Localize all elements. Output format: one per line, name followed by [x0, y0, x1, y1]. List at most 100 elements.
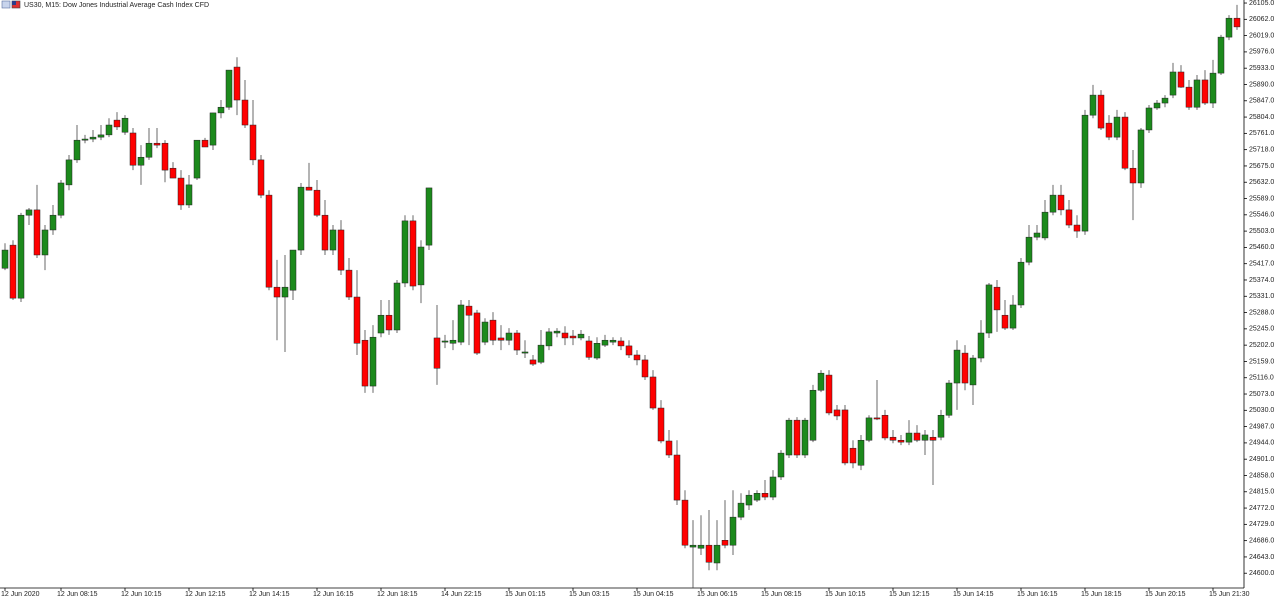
- candle-body: [753, 493, 761, 501]
- candle-body: [513, 332, 521, 351]
- candle-body: [65, 159, 73, 186]
- candle-body: [689, 544, 697, 548]
- flag-canton: [12, 1, 16, 5]
- candle-body: [1, 249, 9, 269]
- y-tick-label: 26105.0: [1249, 0, 1274, 7]
- candle-body: [441, 340, 449, 343]
- candle-body: [577, 333, 585, 339]
- candle-body: [785, 419, 793, 456]
- candle-body: [33, 209, 41, 256]
- y-tick-label: 25675.0: [1249, 163, 1274, 170]
- y-tick-label: 25589.0: [1249, 195, 1274, 202]
- candle-body: [265, 194, 273, 288]
- candle-body: [473, 312, 481, 354]
- candle-body: [1137, 129, 1145, 184]
- candle-body: [529, 359, 537, 365]
- candle-body: [217, 106, 225, 114]
- candle-body: [393, 282, 401, 331]
- candle-body: [593, 343, 601, 359]
- y-tick-label: 24686.0: [1249, 537, 1274, 544]
- candle-body: [553, 330, 561, 334]
- y-tick-label: 25847.0: [1249, 98, 1274, 105]
- candle-body: [129, 132, 137, 166]
- candle-body: [1017, 261, 1025, 306]
- y-tick-label: 25116.0: [1249, 375, 1274, 382]
- x-tick-label: 12 Jun 16:15: [313, 591, 354, 598]
- candle-body: [929, 436, 937, 441]
- candle-body: [425, 187, 433, 246]
- candle-body: [345, 269, 353, 298]
- candle-body: [273, 286, 281, 298]
- candle-body: [281, 286, 289, 298]
- candle-body: [873, 417, 881, 420]
- candle-body: [241, 99, 249, 126]
- y-tick-label: 26019.0: [1249, 32, 1274, 39]
- candle-body: [833, 409, 841, 417]
- candle-body: [841, 409, 849, 464]
- y-tick-label: 24729.0: [1249, 521, 1274, 528]
- candle-body: [481, 321, 489, 343]
- candle-body: [1217, 36, 1225, 74]
- candle-body: [1033, 232, 1041, 238]
- candle-body: [209, 112, 217, 146]
- y-tick-label: 25159.0: [1249, 358, 1274, 365]
- candle-body: [465, 305, 473, 316]
- candle-body: [257, 159, 265, 196]
- candle-body: [97, 134, 105, 138]
- candle-body: [337, 229, 345, 271]
- y-tick-label: 24772.0: [1249, 505, 1274, 512]
- candle-body: [1209, 72, 1217, 104]
- candle-body: [161, 142, 169, 171]
- candle-body: [201, 139, 209, 148]
- candle-body: [1049, 194, 1057, 213]
- candle-body: [665, 440, 673, 456]
- candle-body: [313, 189, 321, 216]
- x-tick-label: 15 Jun 16:15: [1017, 591, 1058, 598]
- x-tick-label: 14 Jun 22:15: [441, 591, 482, 598]
- candle-body: [457, 304, 465, 343]
- y-tick-label: 25976.0: [1249, 49, 1274, 56]
- candle-body: [177, 177, 185, 206]
- candle-body: [489, 319, 497, 341]
- candle-body: [1025, 236, 1033, 263]
- candle-body: [25, 209, 33, 216]
- candle-body: [521, 351, 529, 354]
- candle-body: [1009, 304, 1017, 329]
- candle-body: [73, 139, 81, 161]
- candle-body: [681, 499, 689, 546]
- candle-body: [649, 376, 657, 409]
- y-tick-label: 25202.0: [1249, 342, 1274, 349]
- candle-body: [449, 339, 457, 344]
- x-tick-label: 15 Jun 03:15: [569, 591, 610, 598]
- x-tick-label: 12 Jun 12:15: [185, 591, 226, 598]
- candle-body: [377, 314, 385, 334]
- candle-body: [897, 439, 905, 443]
- candle-body: [865, 417, 873, 441]
- candle-body: [881, 414, 889, 439]
- candle-body: [769, 476, 777, 498]
- candle-body: [401, 220, 409, 284]
- candle-body: [433, 337, 441, 369]
- candle-body: [673, 454, 681, 501]
- candle-body: [1057, 194, 1065, 211]
- candle-body: [857, 439, 865, 466]
- candle-body: [1201, 79, 1209, 104]
- candle-body: [89, 136, 97, 140]
- candle-body: [153, 142, 161, 146]
- candle-body: [105, 124, 113, 136]
- y-tick-label: 24858.0: [1249, 472, 1274, 479]
- candle-body: [1145, 107, 1153, 131]
- y-tick-label: 25933.0: [1249, 65, 1274, 72]
- candle-body: [57, 182, 65, 216]
- x-tick-label: 15 Jun 18:15: [1081, 591, 1122, 598]
- y-tick-label: 25632.0: [1249, 179, 1274, 186]
- y-tick-label: 25245.0: [1249, 326, 1274, 333]
- x-tick-label: 15 Jun 10:15: [825, 591, 866, 598]
- candle-body: [1065, 209, 1073, 226]
- candle-body: [977, 332, 985, 359]
- candle-body: [609, 339, 617, 343]
- candle-body: [849, 447, 857, 464]
- candle-body: [945, 382, 953, 416]
- candle-body: [169, 167, 177, 179]
